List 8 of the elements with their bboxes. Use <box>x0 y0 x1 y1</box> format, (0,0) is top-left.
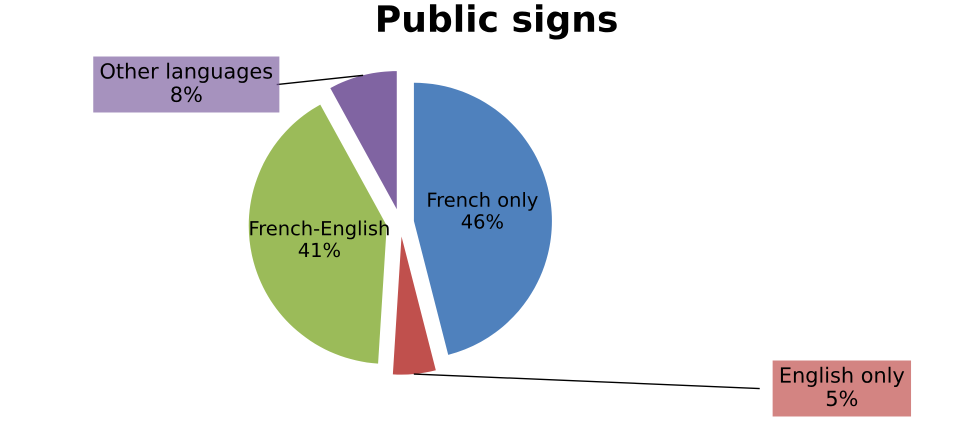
slice-label: English only <box>780 366 904 387</box>
data-label: 46% <box>462 214 503 229</box>
chart-title: Public signs <box>378 4 617 40</box>
data-label: 8% <box>171 86 202 102</box>
slice-label: Other languages <box>100 62 272 83</box>
data-label: 5% <box>826 390 858 406</box>
data-label: 41% <box>298 242 340 258</box>
slice-label: French only <box>428 192 538 211</box>
